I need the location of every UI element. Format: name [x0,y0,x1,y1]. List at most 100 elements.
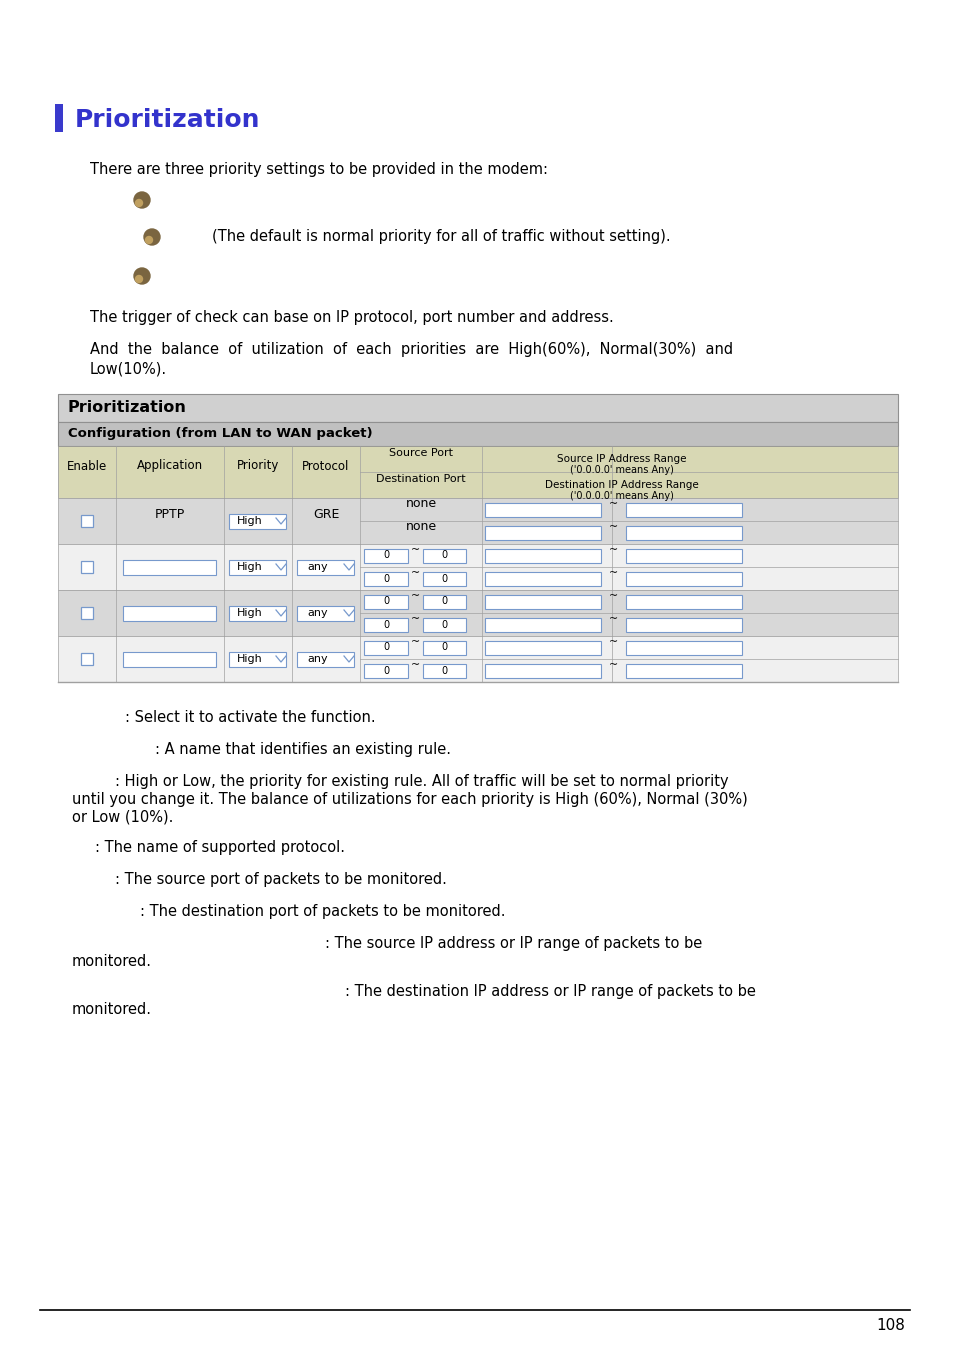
Text: 0: 0 [383,574,389,584]
Bar [485,594,600,608]
Text: 0: 0 [441,597,447,607]
Circle shape [135,276,142,282]
Bar [625,549,741,562]
Text: There are three priority settings to be provided in the modem:: There are three priority settings to be … [90,162,547,177]
Bar [123,559,216,574]
Bar [58,394,897,422]
Text: High: High [236,562,262,571]
Text: Enable: Enable [67,459,107,473]
Text: 0: 0 [441,643,447,653]
Bar [58,499,897,544]
Bar [485,617,600,631]
Bar [58,544,897,590]
Text: 0: 0 [441,550,447,561]
Text: ~: ~ [608,544,618,554]
Text: : High or Low, the priority for existing rule. All of traffic will be set to nor: : High or Low, the priority for existing… [115,774,728,789]
Bar [625,663,741,677]
Text: ~: ~ [608,590,618,600]
Text: : The source port of packets to be monitored.: : The source port of packets to be monit… [115,871,446,888]
Bar [364,549,408,562]
Circle shape [133,267,150,284]
Bar [625,526,741,539]
Text: Source Port: Source Port [389,449,453,458]
Text: GRE: GRE [313,508,339,521]
Bar [81,607,92,619]
Bar [81,515,92,527]
Bar [364,617,408,631]
Bar [364,663,408,677]
Bar [58,590,897,636]
Bar [364,640,408,654]
Bar [485,663,600,677]
Text: : A name that identifies an existing rule.: : A name that identifies an existing rul… [154,742,451,757]
Text: 0: 0 [441,574,447,584]
Text: any: any [307,562,328,571]
Text: none: none [405,520,436,534]
Bar [297,651,355,666]
Bar [625,571,741,585]
Circle shape [144,230,160,245]
Text: 0: 0 [383,620,389,630]
Text: Protocol: Protocol [302,459,350,473]
Text: ~: ~ [411,567,419,577]
Bar [422,571,466,585]
Bar [364,571,408,585]
Text: : The destination port of packets to be monitored.: : The destination port of packets to be … [140,904,505,919]
Text: ~: ~ [411,613,419,624]
Text: 108: 108 [875,1319,904,1333]
Bar [625,640,741,654]
Text: ~: ~ [608,567,618,577]
Text: any: any [307,654,328,663]
Bar [55,104,63,132]
Text: Low(10%).: Low(10%). [90,362,167,377]
Text: until you change it. The balance of utilizations for each priority is High (60%): until you change it. The balance of util… [71,792,747,807]
Circle shape [135,200,142,207]
Bar [422,549,466,562]
Text: : The source IP address or IP range of packets to be: : The source IP address or IP range of p… [325,936,701,951]
Bar [625,617,741,631]
Text: 0: 0 [383,550,389,561]
Text: Source IP Address Range: Source IP Address Range [557,454,686,463]
Circle shape [146,236,152,243]
Circle shape [133,192,150,208]
Text: ~: ~ [411,636,419,647]
Text: (The default is normal priority for all of traffic without setting).: (The default is normal priority for all … [212,230,670,245]
Bar [297,605,355,620]
Text: Prioritization: Prioritization [75,108,260,132]
Text: ~: ~ [608,636,618,647]
Text: monitored.: monitored. [71,1002,152,1017]
Text: High: High [236,654,262,663]
Bar [58,636,897,682]
Text: Prioritization: Prioritization [68,400,187,415]
Bar [230,559,286,574]
Text: ~: ~ [411,590,419,600]
Text: 0: 0 [383,597,389,607]
Text: Destination IP Address Range: Destination IP Address Range [544,480,699,490]
Bar [625,594,741,608]
Bar [123,651,216,666]
Bar [58,422,897,446]
Text: High: High [236,608,262,617]
Text: 0: 0 [441,620,447,630]
Text: Destination Port: Destination Port [375,474,465,484]
Text: Configuration (from LAN to WAN packet): Configuration (from LAN to WAN packet) [68,427,373,440]
Text: And  the  balance  of  utilization  of  each  priorities  are  High(60%),  Norma: And the balance of utilization of each p… [90,342,732,357]
Bar [485,640,600,654]
Bar [485,571,600,585]
Text: none: none [405,497,436,509]
Bar [422,663,466,677]
Text: ~: ~ [608,521,618,531]
Bar [297,559,355,574]
Text: 0: 0 [441,666,447,676]
Text: monitored.: monitored. [71,954,152,969]
Bar [230,605,286,620]
Bar [123,605,216,620]
Bar [485,549,600,562]
Bar [485,503,600,516]
Text: ~: ~ [608,499,618,508]
Bar [485,526,600,539]
Bar [625,503,741,516]
Text: ~: ~ [411,659,419,670]
Text: Application: Application [137,459,203,473]
Text: ('0.0.0.0' means Any): ('0.0.0.0' means Any) [570,490,673,501]
